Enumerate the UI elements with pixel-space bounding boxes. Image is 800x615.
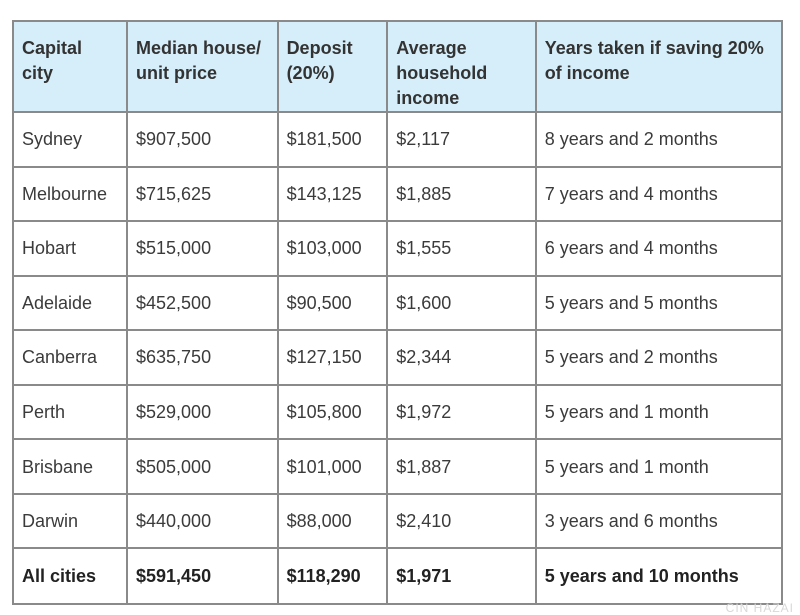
housing-affordability-table-container: Capital city Median house/ unit price De… [12, 20, 784, 605]
cell-city: Perth [12, 383, 128, 441]
cell-total-label: All cities [12, 547, 128, 605]
table-row: Adelaide $452,500 $90,500 $1,600 5 years… [12, 274, 784, 332]
cell-household-income: $2,410 [386, 492, 537, 550]
cell-median-price: $635,750 [126, 329, 279, 386]
cell-years-taken: 5 years and 1 month [534, 383, 784, 441]
table-row: Darwin $440,000 $88,000 $2,410 3 years a… [12, 492, 784, 550]
header-deposit: Deposit (20%) [276, 20, 389, 113]
cell-median-price: $452,500 [126, 274, 279, 332]
cell-years-taken: 5 years and 2 months [534, 329, 784, 386]
cell-city: Melbourne [12, 165, 128, 223]
cell-city: Hobart [12, 220, 128, 277]
cell-years-taken: 6 years and 4 months [534, 220, 784, 277]
cell-deposit: $103,000 [276, 220, 389, 277]
cell-city: Adelaide [12, 274, 128, 332]
cell-median-price: $529,000 [126, 383, 279, 441]
cell-city: Brisbane [12, 438, 128, 495]
table-header-row: Capital city Median house/ unit price De… [12, 20, 784, 113]
cell-household-income: $1,972 [386, 383, 537, 441]
cell-household-income: $2,117 [386, 111, 537, 168]
cell-years-taken: 5 years and 1 month [534, 438, 784, 495]
cell-deposit: $143,125 [276, 165, 389, 223]
cell-household-income: $1,600 [386, 274, 537, 332]
table-row: Perth $529,000 $105,800 $1,972 5 years a… [12, 383, 784, 441]
table-total-row: All cities $591,450 $118,290 $1,971 5 ye… [12, 547, 784, 605]
header-median-price: Median house/ unit price [126, 20, 279, 113]
header-years-taken: Years taken if saving 20% of income [534, 20, 784, 113]
cell-median-price: $515,000 [126, 220, 279, 277]
cell-city: Darwin [12, 492, 128, 550]
cell-total-years-taken: 5 years and 10 months [534, 547, 784, 605]
table-row: Melbourne $715,625 $143,125 $1,885 7 yea… [12, 165, 784, 223]
cell-deposit: $101,000 [276, 438, 389, 495]
cell-household-income: $1,885 [386, 165, 537, 223]
cell-deposit: $105,800 [276, 383, 389, 441]
cell-total-deposit: $118,290 [276, 547, 389, 605]
cell-median-price: $505,000 [126, 438, 279, 495]
table-row: Sydney $907,500 $181,500 $2,117 8 years … [12, 111, 784, 168]
cell-city: Sydney [12, 111, 128, 168]
cell-years-taken: 8 years and 2 months [534, 111, 784, 168]
cell-median-price: $715,625 [126, 165, 279, 223]
header-household-income: Average household income [386, 20, 537, 113]
cell-household-income: $1,555 [386, 220, 537, 277]
cell-deposit: $181,500 [276, 111, 389, 168]
cell-years-taken: 7 years and 4 months [534, 165, 784, 223]
cell-years-taken: 5 years and 5 months [534, 274, 784, 332]
header-capital-city: Capital city [12, 20, 128, 113]
table-row: Canberra $635,750 $127,150 $2,344 5 year… [12, 329, 784, 386]
cell-total-household-income: $1,971 [386, 547, 537, 605]
cell-household-income: $2,344 [386, 329, 537, 386]
cell-deposit: $127,150 [276, 329, 389, 386]
cell-household-income: $1,887 [386, 438, 537, 495]
cell-city: Canberra [12, 329, 128, 386]
cell-total-median-price: $591,450 [126, 547, 279, 605]
watermark-text: CIN HAZAI [725, 601, 794, 615]
table-row: Brisbane $505,000 $101,000 $1,887 5 year… [12, 438, 784, 495]
housing-affordability-table: Capital city Median house/ unit price De… [12, 20, 784, 605]
cell-median-price: $907,500 [126, 111, 279, 168]
cell-years-taken: 3 years and 6 months [534, 492, 784, 550]
cell-deposit: $90,500 [276, 274, 389, 332]
cell-deposit: $88,000 [276, 492, 389, 550]
cell-median-price: $440,000 [126, 492, 279, 550]
table-row: Hobart $515,000 $103,000 $1,555 6 years … [12, 220, 784, 277]
